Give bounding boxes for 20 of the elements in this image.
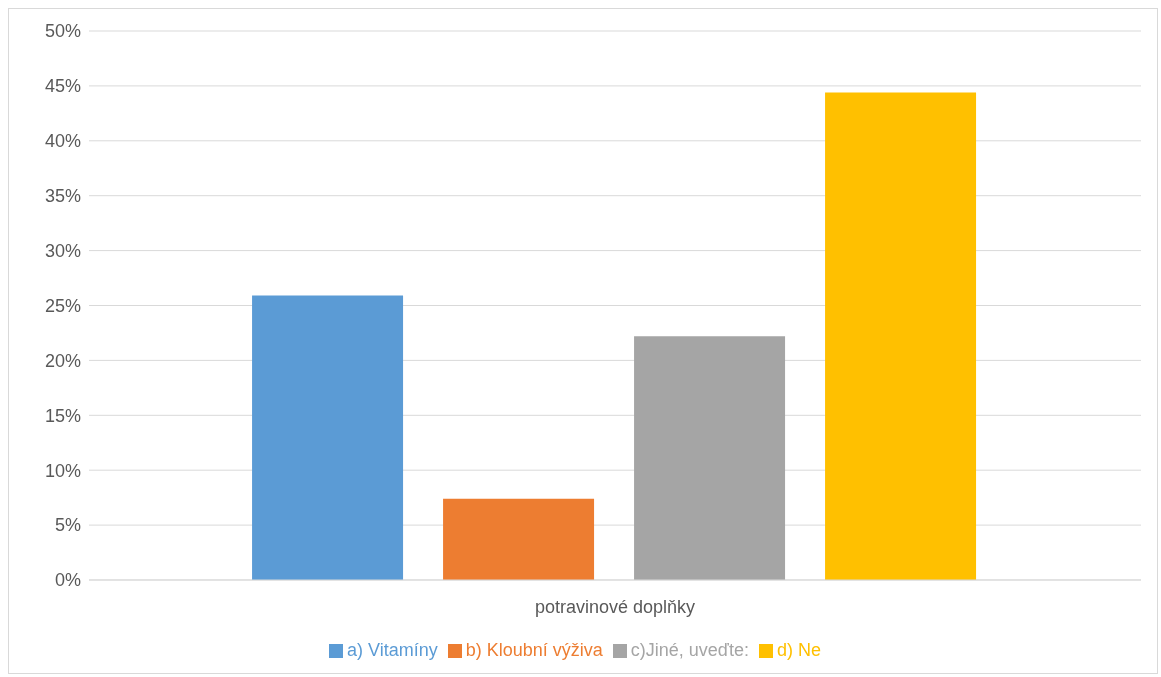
y-tick-label: 40%	[44, 131, 81, 152]
legend-label: c)Jiné, uveďte:	[630, 640, 749, 660]
y-tick-label: 50%	[44, 21, 81, 42]
y-tick-label: 15%	[44, 405, 81, 426]
bar	[634, 336, 786, 580]
y-tick-label: 20%	[44, 350, 81, 371]
bar	[252, 295, 404, 580]
y-tick-label: 5%	[54, 515, 81, 536]
bar	[825, 92, 977, 580]
legend-label: a) Vitamíny	[347, 640, 438, 660]
bar	[443, 498, 595, 580]
y-tick-label: 10%	[44, 460, 81, 481]
x-tick-label: potravinové doplňky	[534, 596, 696, 617]
y-tick-label: 0%	[54, 570, 81, 591]
y-tick-label: 25%	[44, 295, 81, 316]
y-tick-label: 45%	[44, 76, 81, 97]
legend-label: b) Kloubní výživa	[465, 640, 603, 660]
legend-label: d) Ne	[776, 640, 821, 660]
y-tick-label: 35%	[44, 186, 81, 207]
y-tick-label: 30%	[44, 240, 81, 261]
